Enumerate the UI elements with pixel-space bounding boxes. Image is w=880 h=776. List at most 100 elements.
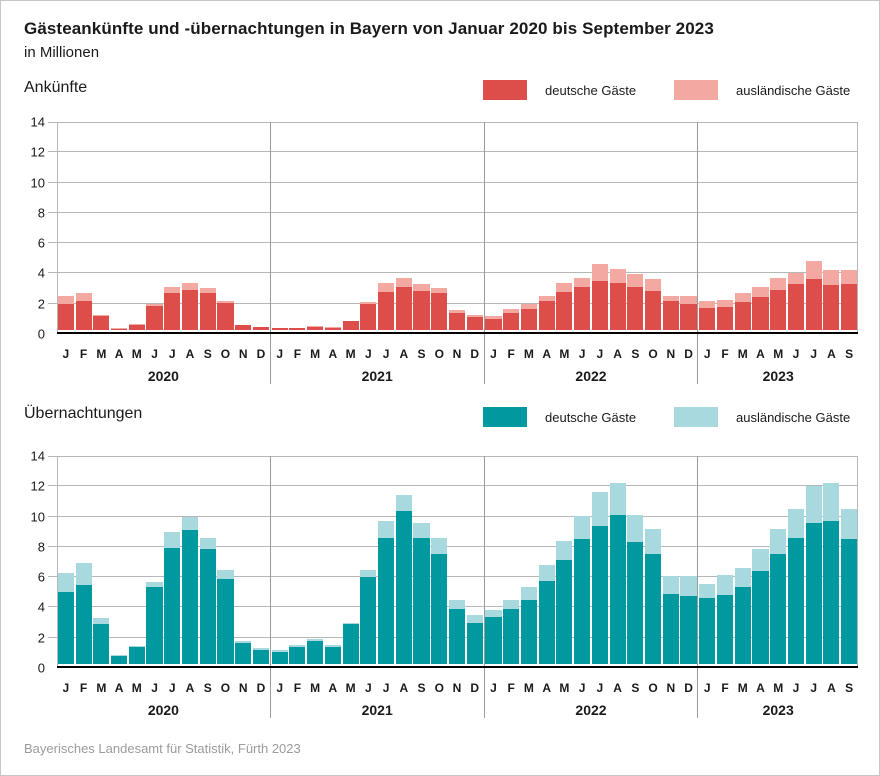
bar-stack <box>574 122 591 330</box>
y-tick-label: 6 <box>37 235 45 251</box>
month-label: M <box>345 680 356 695</box>
month-label: S <box>203 680 212 695</box>
bar-segment-domestic <box>448 608 466 664</box>
bar-segment-domestic <box>591 280 608 330</box>
legend-label-foreign: ausländische Gäste <box>736 82 851 98</box>
bar-stack <box>680 122 697 330</box>
year-group: J F M A M J J A S O N D 2022 <box>485 122 699 384</box>
month-label: S <box>417 346 426 361</box>
bar-segment-foreign <box>146 304 163 306</box>
month-label: F <box>79 346 88 361</box>
bar-segment-domestic <box>360 304 377 330</box>
month-label: D <box>684 680 693 695</box>
bar-stack <box>609 456 626 664</box>
bar-segment-foreign <box>360 570 377 577</box>
bar-stack <box>609 122 626 330</box>
month-label: J <box>703 680 711 695</box>
bar-stack <box>431 456 448 664</box>
bar-segment-domestic <box>57 592 74 664</box>
bar-segment-foreign <box>217 301 234 303</box>
bar-stack <box>556 456 573 664</box>
gridline <box>48 272 858 274</box>
plot-right-edge <box>857 456 858 668</box>
bar-segment-domestic <box>662 301 679 330</box>
bar-stack <box>662 122 679 330</box>
bar-segment-domestic <box>752 297 769 330</box>
bar-stack <box>395 122 412 330</box>
month-label: A <box>613 346 622 361</box>
bar-stack <box>252 456 270 664</box>
bar-slot <box>485 456 503 664</box>
bar-segment-domestic <box>591 525 608 664</box>
month-label: A <box>827 346 836 361</box>
month-label: J <box>151 346 158 361</box>
bar-segment-foreign <box>252 648 270 650</box>
bar-stack <box>413 456 430 664</box>
bar-segment-foreign <box>235 324 252 326</box>
bar-segment-domestic <box>181 289 199 330</box>
bar-slot <box>110 456 128 664</box>
month-label: J <box>364 346 372 361</box>
bar-segment-foreign <box>520 304 537 309</box>
legend-item-foreign: ausländische Gäste <box>674 407 850 427</box>
bar-segment-foreign <box>217 570 234 580</box>
bar-slot <box>395 456 413 664</box>
bar-segment-foreign <box>770 528 787 554</box>
bar-stack <box>841 456 858 664</box>
bar-segment-domestic <box>146 587 163 664</box>
bar-stack <box>378 122 395 330</box>
y-axis: 0 2 4 6 8 10 12 14 <box>11 116 45 341</box>
bar-segment-domestic <box>662 593 679 664</box>
bar-segment-foreign <box>57 573 74 593</box>
bar-slot <box>626 122 644 330</box>
bar-segment-domestic <box>538 580 555 664</box>
bar-segment-foreign <box>448 599 466 609</box>
month-label: O <box>434 680 444 695</box>
bar-stack <box>716 122 734 330</box>
bar-segment-domestic <box>770 290 787 330</box>
bar-slot <box>324 456 342 664</box>
bar-slot <box>556 122 574 330</box>
month-label: J <box>490 346 497 361</box>
bar-slot <box>466 456 484 664</box>
bar-slot <box>271 122 289 330</box>
y-tick-label: 0 <box>37 660 45 676</box>
month-label: D <box>256 346 266 361</box>
bar-segment-domestic <box>716 594 734 664</box>
bar-slot <box>110 122 128 330</box>
bar-segment-foreign <box>503 599 520 609</box>
bar-slot <box>342 122 360 330</box>
bar-slot <box>698 456 716 664</box>
bar-segment-foreign <box>734 293 751 303</box>
bar-slot <box>626 456 644 664</box>
year-group: J F M A M J J A S O N D 2022 <box>485 456 699 718</box>
bar-slot <box>752 122 770 330</box>
bar-slot <box>609 456 627 664</box>
bar-segment-domestic <box>75 301 92 330</box>
bar-segment-foreign <box>520 587 537 600</box>
bar-stack <box>235 122 252 330</box>
bar-segment-foreign <box>413 283 430 292</box>
month-label: A <box>613 680 622 695</box>
bar-stack <box>324 122 341 330</box>
month-label: S <box>845 346 854 361</box>
bar-slot <box>502 122 520 330</box>
y-tick-label: 6 <box>37 569 45 585</box>
bar-segment-domestic <box>199 549 216 664</box>
gridline <box>48 122 858 123</box>
month-label: S <box>631 680 640 695</box>
bars-row <box>57 456 270 664</box>
bar-segment-domestic <box>324 327 341 330</box>
bar-slot <box>199 456 217 664</box>
bar-stack <box>271 122 288 330</box>
bar-slot <box>716 122 734 330</box>
bar-segment-foreign <box>574 277 591 288</box>
bar-segment-domestic <box>289 646 306 664</box>
bar-segment-foreign <box>609 482 626 516</box>
bar-segment-foreign <box>627 274 644 288</box>
bar-segment-foreign <box>360 302 377 305</box>
bar-slot <box>680 456 698 664</box>
y-tick-label: 2 <box>37 296 45 312</box>
bar-segment-domestic <box>752 570 769 664</box>
bar-slot <box>342 456 360 664</box>
